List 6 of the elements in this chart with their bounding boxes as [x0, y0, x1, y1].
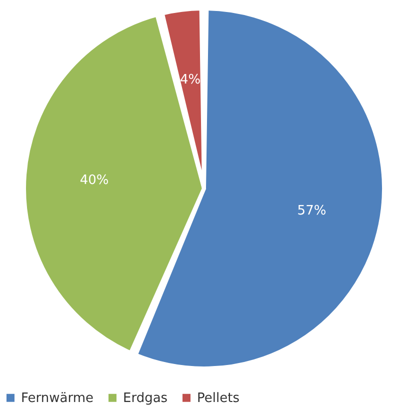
legend-label: Pellets — [197, 390, 240, 406]
data-label: 4% — [180, 72, 201, 88]
data-label: 57% — [297, 204, 326, 219]
data-label: 40% — [80, 172, 109, 188]
legend-label: Fernwärme — [21, 390, 94, 406]
legend-label: Erdgas — [123, 390, 168, 406]
